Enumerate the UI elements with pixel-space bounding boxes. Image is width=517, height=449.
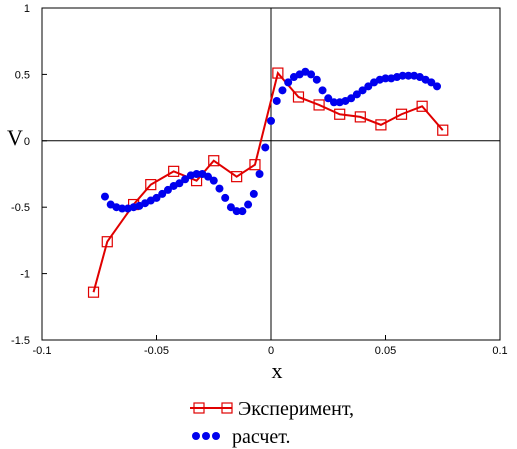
x-axis-ticks: -0.1 -0.05 0 0.05 0.1 bbox=[33, 335, 508, 357]
legend-swatch-experiment bbox=[190, 402, 233, 414]
series-experiment-line bbox=[92, 70, 444, 293]
series-experiment-marker bbox=[437, 124, 449, 136]
series-calculation-point bbox=[192, 170, 201, 178]
series-calculation-point bbox=[272, 96, 281, 105]
x-tick-label: 0 bbox=[268, 345, 274, 357]
legend-label-calculation: расчет. bbox=[232, 426, 291, 448]
series-experiment-marker bbox=[292, 91, 305, 103]
x-tick-label: -0.05 bbox=[144, 345, 169, 357]
legend-swatch-dot bbox=[212, 432, 220, 440]
series-calculation-point bbox=[347, 94, 356, 103]
series-calculation-point bbox=[404, 71, 413, 80]
series-calculation-point bbox=[261, 143, 270, 152]
series-calculation-point bbox=[249, 189, 258, 198]
series-experiment-marker bbox=[272, 67, 284, 79]
series-calculation-point bbox=[158, 189, 167, 198]
legend-item-calculation: расчет. bbox=[192, 426, 291, 448]
series-experiment-marker bbox=[313, 99, 325, 111]
series-calculation-point bbox=[209, 176, 218, 185]
series-calculation-point bbox=[329, 98, 338, 107]
y-tick-label: 0 bbox=[24, 136, 30, 148]
series-calculation-point bbox=[204, 172, 213, 181]
series-experiment-marker bbox=[354, 111, 366, 123]
series-calculation-point bbox=[221, 193, 230, 202]
series-calculation-point bbox=[364, 82, 373, 91]
series-calculation-point bbox=[152, 193, 161, 202]
series-calculation-point bbox=[215, 184, 224, 193]
series-calculation-point bbox=[181, 175, 190, 184]
series-calculation bbox=[100, 67, 442, 216]
y-tick-label: -1 bbox=[20, 269, 30, 281]
series-calculation-point bbox=[226, 203, 235, 212]
series-calculation-point bbox=[238, 207, 247, 216]
series-calculation-point bbox=[232, 207, 241, 216]
series-experiment-marker bbox=[101, 236, 113, 248]
series-experiment-marker bbox=[375, 119, 387, 131]
x-tick-label: 0.05 bbox=[375, 345, 396, 357]
y-axis-ticks: -1.5 -1 -0.5 0 0.5 1 bbox=[11, 3, 47, 347]
x-axis-label: x bbox=[272, 358, 283, 383]
series-calculation-point bbox=[175, 179, 184, 188]
series-calculation-point bbox=[352, 90, 361, 99]
series-experiment-marker bbox=[87, 286, 100, 298]
series-calculation-point bbox=[307, 70, 316, 79]
series-calculation-point bbox=[318, 86, 327, 95]
legend-swatch-marker bbox=[193, 402, 205, 414]
y-axis-label: V bbox=[7, 125, 23, 150]
legend-swatch-calculation bbox=[192, 432, 220, 440]
legend: Эксперимент, расчет. bbox=[190, 398, 354, 448]
legend-label-experiment: Эксперимент, bbox=[238, 398, 354, 420]
legend-swatch-marker bbox=[221, 402, 233, 414]
series-calculation-point bbox=[118, 204, 127, 213]
series-calculation-point bbox=[244, 200, 253, 209]
legend-swatch-dot bbox=[202, 432, 210, 440]
x-tick-label: -0.1 bbox=[33, 345, 52, 357]
series-calculation-point bbox=[267, 116, 275, 125]
y-tick-label: 1 bbox=[24, 3, 30, 15]
legend-item-experiment: Эксперимент, bbox=[190, 398, 354, 420]
y-tick-label: 0.5 bbox=[15, 69, 30, 81]
legend-swatch-dot bbox=[192, 432, 200, 440]
y-tick-label: -0.5 bbox=[11, 202, 30, 214]
series-calculation-point bbox=[278, 86, 287, 95]
series-calculation-point bbox=[100, 192, 109, 201]
series-calculation-point bbox=[433, 82, 442, 91]
series-experiment-marker bbox=[168, 165, 180, 177]
series-experiment-marker bbox=[231, 171, 243, 183]
series-experiment-marker bbox=[416, 100, 428, 112]
series-experiment bbox=[87, 67, 449, 298]
series-calculation-point bbox=[284, 78, 293, 87]
plot-frame bbox=[41, 7, 501, 341]
x-tick-label: 0.1 bbox=[492, 345, 507, 357]
series-calculation-point bbox=[398, 71, 407, 80]
y-tick-label: -1.5 bbox=[11, 335, 30, 347]
series-calculation-point bbox=[163, 185, 172, 194]
series-experiment-marker bbox=[334, 108, 346, 120]
series-calculation-point bbox=[255, 170, 264, 178]
series-experiment-marker bbox=[249, 159, 261, 171]
series-calculation-point bbox=[358, 86, 367, 95]
series-calculation-point bbox=[427, 78, 436, 87]
series-calculation-point bbox=[312, 75, 321, 84]
series-calculation-point bbox=[324, 94, 333, 103]
series-experiment-marker bbox=[395, 108, 408, 120]
series-experiment-marker bbox=[145, 179, 157, 191]
series-experiment-marker bbox=[208, 155, 220, 167]
series-calculation-point bbox=[381, 74, 390, 83]
